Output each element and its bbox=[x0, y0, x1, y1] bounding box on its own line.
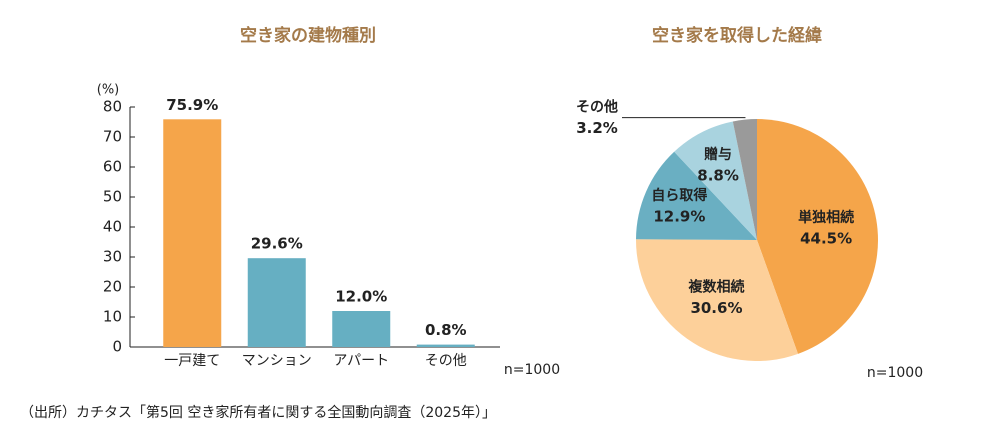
y-tick-label: 80 bbox=[103, 98, 122, 116]
bar-note: n=1000 bbox=[504, 362, 560, 378]
value-label: 75.9% bbox=[166, 96, 218, 114]
slice-value: 30.6% bbox=[690, 299, 742, 317]
slice-value: 44.5% bbox=[800, 229, 852, 247]
y-tick-label: 0 bbox=[112, 338, 122, 356]
bar bbox=[332, 311, 391, 347]
slice-value: 8.8% bbox=[697, 166, 739, 184]
slice-label: その他 bbox=[576, 99, 618, 116]
slice-label: 単独相続 bbox=[798, 209, 854, 226]
y-axis-label: (%) bbox=[97, 83, 120, 98]
value-label: 29.6% bbox=[251, 235, 303, 253]
bar bbox=[416, 344, 475, 347]
y-tick-label: 10 bbox=[103, 308, 122, 326]
source: （出所）カチタス「第5回 空き家所有者に関する全国動向調査（2025年）」 bbox=[20, 404, 496, 421]
y-tick-label: 70 bbox=[103, 128, 122, 146]
pie-slice bbox=[636, 151, 757, 240]
slice-label: 自ら取得 bbox=[651, 187, 707, 204]
y-tick-label: 50 bbox=[103, 188, 122, 206]
x-tick-label: アパート bbox=[333, 353, 389, 369]
x-tick-label: 一戸建て bbox=[164, 353, 220, 369]
slice-value: 3.2% bbox=[576, 119, 618, 137]
y-tick-label: 30 bbox=[103, 248, 122, 266]
x-tick-label: マンション bbox=[242, 353, 312, 369]
slice-label: 複数相続 bbox=[687, 278, 744, 295]
x-tick-label: その他 bbox=[425, 353, 467, 369]
pie-slice bbox=[732, 119, 757, 240]
y-tick-label: 20 bbox=[103, 278, 122, 296]
value-label: 0.8% bbox=[425, 321, 467, 339]
bar bbox=[163, 119, 222, 347]
pie-title: 空き家を取得した経緯 bbox=[652, 25, 822, 46]
pie-slice bbox=[636, 239, 798, 361]
pie-slice bbox=[757, 119, 878, 354]
bar-title: 空き家の建物種別 bbox=[240, 25, 376, 46]
y-tick-label: 60 bbox=[103, 158, 122, 176]
value-label: 12.0% bbox=[335, 288, 387, 306]
pie-slice bbox=[674, 121, 757, 240]
bar bbox=[247, 258, 306, 347]
pie-note: n=1000 bbox=[867, 365, 923, 381]
y-tick-label: 40 bbox=[103, 218, 122, 236]
slice-label: 贈与 bbox=[704, 146, 732, 163]
slice-value: 12.9% bbox=[653, 208, 705, 226]
